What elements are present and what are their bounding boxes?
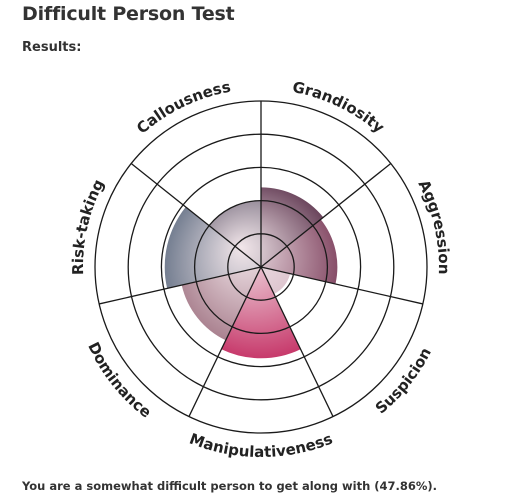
grid-spoke <box>130 162 262 268</box>
sector-aggression <box>261 219 338 284</box>
sector-risk-taking <box>164 206 261 289</box>
axis-label-manipulativeness: Manipulativeness <box>187 430 335 461</box>
sector-manipulativeness <box>221 267 301 359</box>
grid-spoke <box>260 162 392 268</box>
results-label: Results: <box>22 40 82 55</box>
sector-suspicion <box>261 267 291 294</box>
grid-spoke <box>260 266 334 417</box>
sector-callousness <box>209 200 261 267</box>
sector-grandiosity <box>261 187 324 267</box>
axis-label-risk-taking: Risk-taking <box>69 176 108 275</box>
grid-spoke <box>99 266 262 305</box>
axis-label-aggression: Aggression <box>414 177 453 275</box>
grid-spoke <box>188 266 262 417</box>
difficult-person-radar-chart: GrandiosityAggressionSuspicionManipulati… <box>69 78 453 461</box>
page-title: Difficult Person Test <box>22 3 235 25</box>
grid-spoke <box>260 266 423 305</box>
axis-label-callousness: Callousness <box>133 78 232 138</box>
axis-label-dominance: Dominance <box>84 339 155 421</box>
result-summary: You are a somewhat difficult person to g… <box>22 479 438 493</box>
sector-dominance <box>181 267 261 341</box>
